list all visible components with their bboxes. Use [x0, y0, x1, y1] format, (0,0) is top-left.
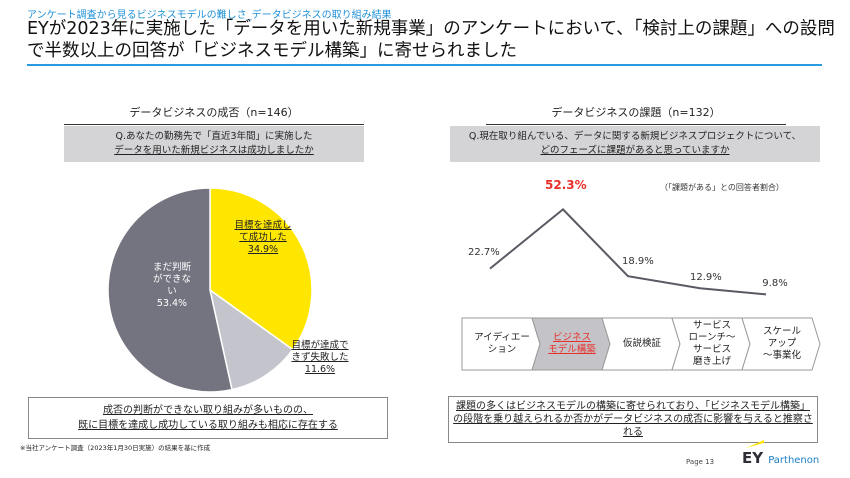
data-label: 18.9%: [622, 256, 654, 268]
page-number: Page 13: [686, 458, 715, 466]
right-section-title: データビジネスの課題（n=132）: [486, 104, 786, 125]
line-series: [489, 208, 767, 296]
data-label: 52.3%: [545, 178, 587, 193]
slide-title: EYが2023年に実施した「データを用いた新規事業」のアンケートにおいて、「検討…: [27, 19, 835, 61]
question-line: Q.あなたの勤務先で「直近3年間」に実施した: [115, 131, 313, 142]
pie-label-success: 目標を達成して成功した 34.9%: [234, 220, 292, 255]
left-section-title: データビジネスの成否（n=146）: [64, 104, 364, 125]
ey-parthenon-logo: EY Parthenon: [742, 440, 819, 467]
right-question: Q.現在取り組んでいる、データに関する新規ビジネスプロジェクトについて、 どのフ…: [450, 126, 820, 162]
question-line: データを用いた新規ビジネスは成功しましたか: [114, 145, 314, 156]
left-question: Q.あなたの勤務先で「直近3年間」に実施した データを用いた新規ビジネスは成功し…: [64, 126, 364, 162]
phase-1: アイディエーションアイディエーション: [474, 332, 530, 355]
phase-3: 仮説検証仮説検証: [622, 338, 661, 349]
pie-slice: [209, 187, 313, 351]
slide-subtitle: アンケート調査から見るビジネスモデルの難しさ_データビジネスの取り組み結果: [27, 10, 392, 21]
chart-note: （「課題がある」との回答者割合）: [660, 183, 784, 192]
data-label: 22.7%: [468, 246, 500, 258]
question-line: どのフェーズに課題があると思っていますか: [540, 145, 730, 156]
title-divider: [27, 64, 822, 66]
question-line: Q.現在取り組んでいる、データに関する新規ビジネスプロジェクトについて、: [468, 131, 802, 142]
phase-2: ビジネスモデル構築ビジネスモデル構築: [548, 332, 596, 355]
right-conclusion: 課題の多くはビジネスモデルの構築に寄せられており、「ビジネスモデル構築」の段階を…: [448, 396, 818, 443]
data-label: 9.8%: [762, 278, 788, 290]
source-note: ※当社アンケート調査（2023年1月30日実施）の結果を基に作成: [20, 444, 211, 452]
pie-label-failure: 目標が達成できず失敗した 11.6%: [291, 340, 349, 375]
pie-slice: [107, 187, 233, 393]
data-label: 12.9%: [690, 272, 722, 284]
left-conclusion: 成否の判断ができない取り組みが多いものの、 既に目標を達成し成功している取り組みも…: [28, 397, 388, 439]
phase-chevron: [741, 317, 821, 371]
pie-slice: [208, 288, 294, 391]
pie-label-undecided: まだ判断ができない 53.4%: [152, 262, 191, 309]
